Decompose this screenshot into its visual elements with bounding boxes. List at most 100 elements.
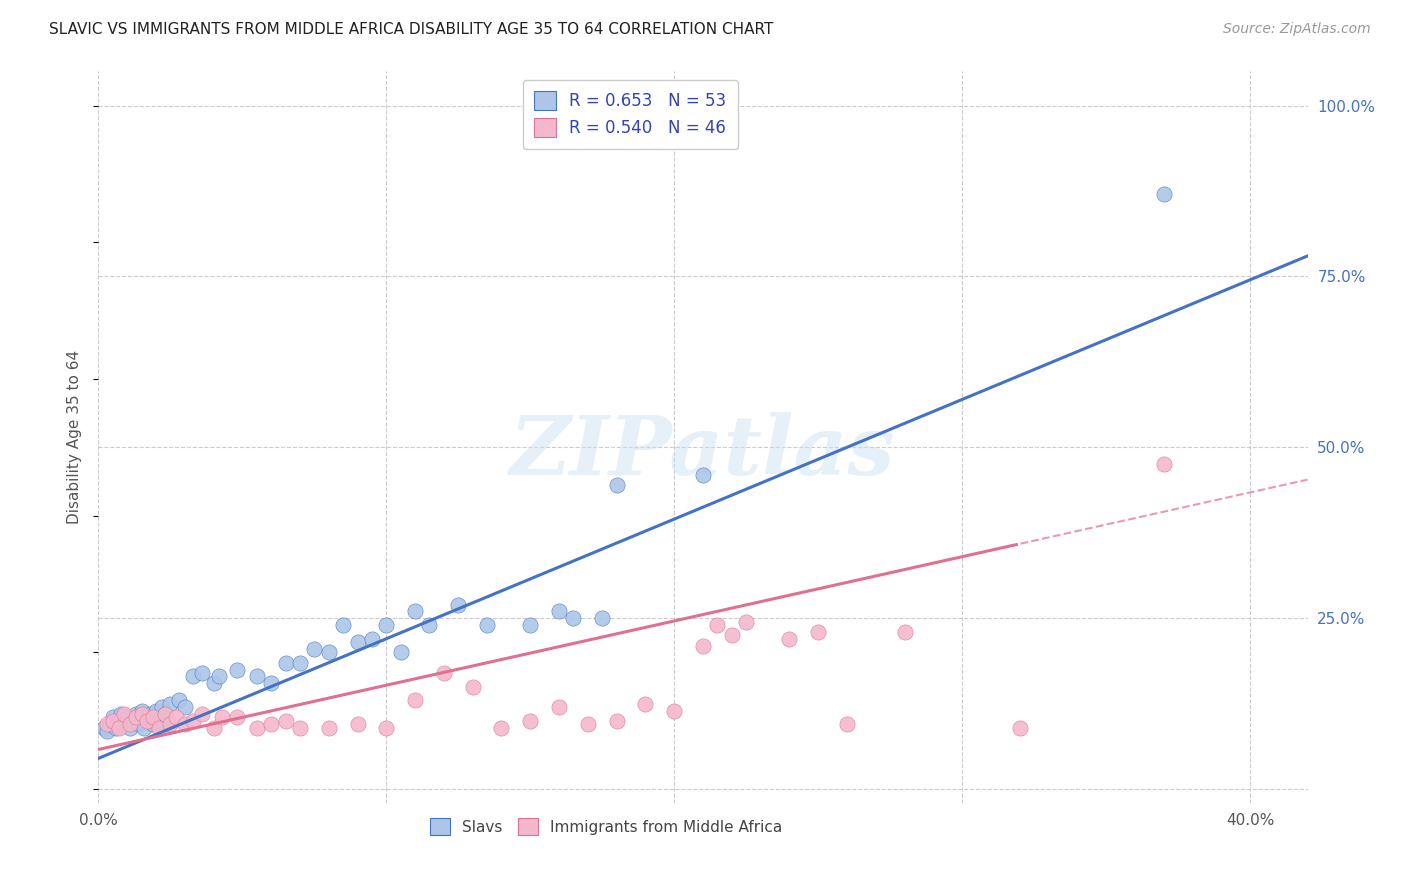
Legend: Slavs, Immigrants from Middle Africa: Slavs, Immigrants from Middle Africa [423,811,790,843]
Point [115,710,138,724]
Point [606,478,628,492]
Point [142,717,165,731]
Point [173,717,195,731]
Point [807,624,830,639]
Point [202,676,225,690]
Point [664,704,686,718]
Point [692,639,714,653]
Point [125,706,148,721]
Point [893,624,915,639]
Point [346,717,368,731]
Point [1008,721,1031,735]
Point [110,706,132,721]
Point [96,724,118,739]
Point [120,717,142,731]
Point [191,665,214,680]
Point [122,714,145,728]
Point [692,467,714,482]
Point [101,710,124,724]
Point [112,706,135,721]
Point [136,714,159,728]
Point [274,714,297,728]
Point [159,697,181,711]
Point [720,628,742,642]
Text: Source: ZipAtlas.com: Source: ZipAtlas.com [1223,22,1371,37]
Point [475,618,498,632]
Point [548,700,571,714]
Point [404,693,426,707]
Point [165,710,187,724]
Point [778,632,800,646]
Point [288,721,311,735]
Point [131,706,153,721]
Point [128,717,150,731]
Point [591,611,613,625]
Point [142,710,165,724]
Point [260,717,283,731]
Point [153,706,176,721]
Point [136,710,159,724]
Point [225,663,247,677]
Point [107,721,129,735]
Point [112,717,135,731]
Point [202,721,225,735]
Point [634,697,657,711]
Point [735,615,758,629]
Point [156,717,179,731]
Point [389,645,412,659]
Point [134,721,156,735]
Point [208,669,231,683]
Point [150,700,173,714]
Point [346,635,368,649]
Point [433,665,456,680]
Point [332,618,354,632]
Point [148,721,170,735]
Point [183,669,205,683]
Point [246,669,269,683]
Point [318,645,340,659]
Point [375,618,398,632]
Text: SLAVIC VS IMMIGRANTS FROM MIDDLE AFRICA DISABILITY AGE 35 TO 64 CORRELATION CHAR: SLAVIC VS IMMIGRANTS FROM MIDDLE AFRICA … [49,22,773,37]
Point [167,693,190,707]
Point [447,598,470,612]
Point [288,656,311,670]
Point [361,632,384,646]
Point [191,706,214,721]
Point [93,721,115,735]
Point [153,706,176,721]
Point [404,604,426,618]
Point [1153,187,1175,202]
Point [606,714,628,728]
Point [274,656,297,670]
Point [183,714,205,728]
Point [145,704,167,718]
Point [211,710,233,724]
Point [104,721,127,735]
Point [835,717,858,731]
Point [519,618,541,632]
Point [304,642,326,657]
Point [548,604,571,618]
Point [107,714,129,728]
Point [125,710,148,724]
Point [139,706,162,721]
Point [576,717,599,731]
Point [375,721,398,735]
Point [98,717,121,731]
Point [491,721,513,735]
Point [120,721,142,735]
Point [246,721,269,735]
Point [461,680,484,694]
Point [519,714,541,728]
Point [562,611,585,625]
Text: ZIPatlas: ZIPatlas [510,412,896,491]
Y-axis label: Disability Age 35 to 64: Disability Age 35 to 64 [67,350,83,524]
Point [1153,458,1175,472]
Point [260,676,283,690]
Point [173,700,195,714]
Point [101,714,124,728]
Point [418,618,440,632]
Point [225,710,247,724]
Point [131,704,153,718]
Point [159,717,181,731]
